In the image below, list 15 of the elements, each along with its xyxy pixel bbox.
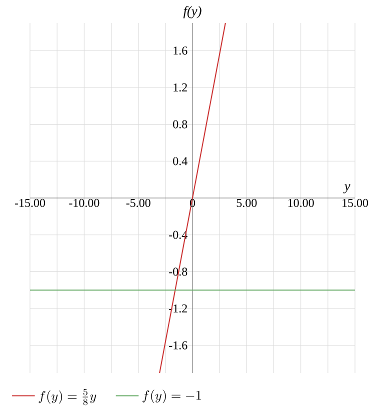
x-tick-label: 5.00 xyxy=(236,198,257,208)
y-tick-label: 1.2 xyxy=(174,83,187,92)
y-tick-label: 1.6 xyxy=(174,46,188,55)
x-axis-title: y xyxy=(343,184,350,194)
x-tick-label: -10.00 xyxy=(69,198,100,208)
y-tick-label: 0.8 xyxy=(173,120,188,128)
y-tick-label: 0.4 xyxy=(173,157,188,166)
x-tick-label: 10.00 xyxy=(288,198,314,208)
y-axis-title: f(y) xyxy=(183,6,202,18)
legend-label: $f(y)=\frac{5}{8}y$ xyxy=(38,388,96,406)
legend-label: $f(y)=-1$ xyxy=(142,390,201,404)
x-tick-label: -15.00 xyxy=(14,198,46,208)
x-tick-label: -5.00 xyxy=(126,198,150,208)
x-tick-label: 15.00 xyxy=(342,198,368,208)
y-tick-label: -1.6 xyxy=(169,341,188,350)
